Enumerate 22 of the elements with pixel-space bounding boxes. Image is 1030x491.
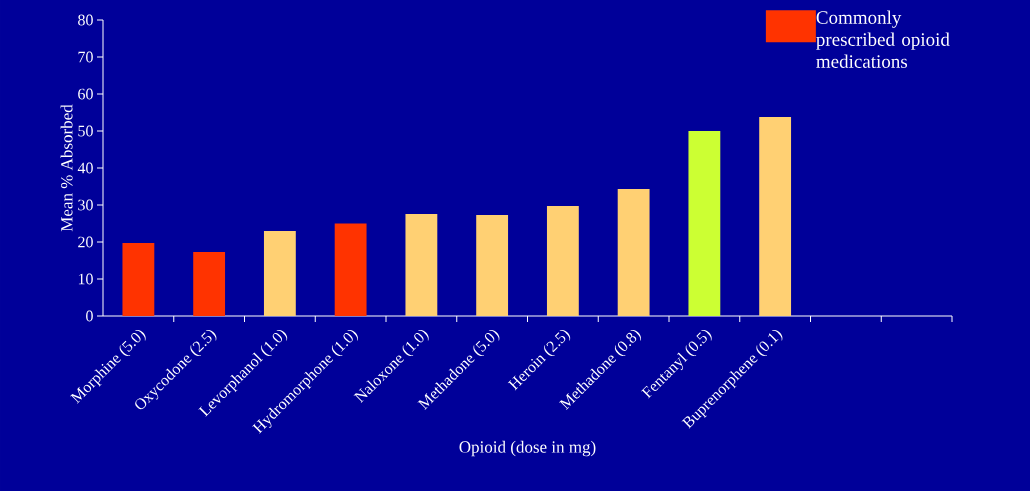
bar bbox=[193, 251, 226, 316]
bar bbox=[688, 131, 721, 316]
legend-label: Commonly prescribed opioid medications bbox=[816, 10, 950, 68]
bar bbox=[759, 116, 792, 316]
y-tick-label: 50 bbox=[78, 125, 93, 137]
y-tick-label: 30 bbox=[78, 199, 93, 211]
y-tick-label: 40 bbox=[77, 162, 93, 174]
y-tick-label: 20 bbox=[78, 236, 93, 248]
y-tick-label: 10 bbox=[78, 273, 93, 285]
y-tick-label: 80 bbox=[78, 14, 93, 26]
bar bbox=[617, 189, 650, 316]
bar bbox=[476, 214, 509, 316]
y-tick-label: 70 bbox=[78, 51, 93, 63]
y-tick-label: 0 bbox=[86, 310, 93, 322]
bar bbox=[405, 213, 438, 316]
bar bbox=[334, 223, 367, 316]
bar bbox=[122, 243, 155, 316]
y-tick-label: 60 bbox=[78, 88, 93, 100]
x-axis-title: Opioid (dose in mg) bbox=[459, 440, 596, 457]
y-axis-title: Mean % Absorbed bbox=[60, 104, 73, 232]
bar bbox=[546, 206, 579, 316]
bar bbox=[263, 230, 296, 316]
